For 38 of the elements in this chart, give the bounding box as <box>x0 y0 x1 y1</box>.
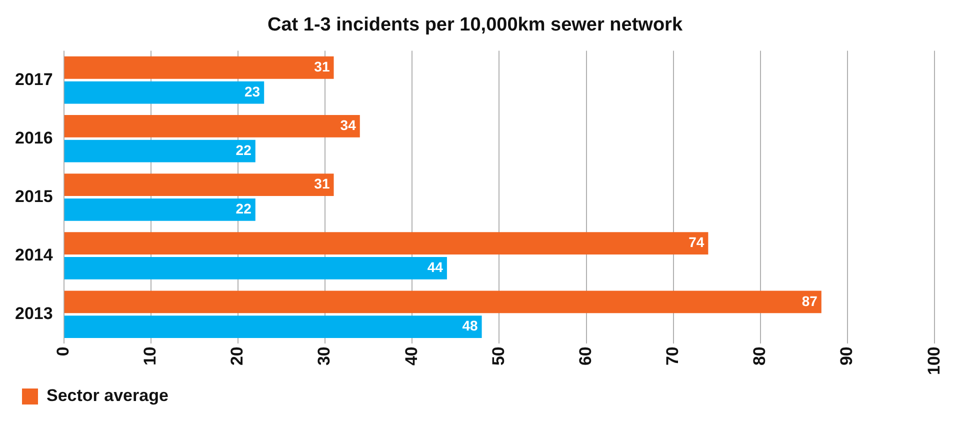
x-tick-label: 60 <box>576 346 595 366</box>
bar <box>64 316 482 338</box>
x-tick-label: 40 <box>402 346 421 366</box>
x-tick-label: 0 <box>54 346 73 356</box>
x-tick-label: 100 <box>924 346 944 376</box>
data-label: 22 <box>236 142 252 158</box>
bar <box>64 257 447 280</box>
x-tick-label: 30 <box>314 346 334 366</box>
chart-title: Cat 1-3 incidents per 10,000km sewer network <box>267 14 683 36</box>
x-tick-label: 90 <box>837 346 856 366</box>
x-tick-label: 50 <box>488 346 508 366</box>
bar <box>64 115 360 138</box>
bar <box>64 81 264 104</box>
data-label: 31 <box>314 58 330 74</box>
legend-label: Sector average <box>46 386 168 406</box>
bar <box>64 198 256 221</box>
x-tick-label: 80 <box>750 346 770 366</box>
x-tick-label: 20 <box>228 346 247 366</box>
bar <box>64 290 822 314</box>
data-label: 44 <box>427 259 444 276</box>
data-label: 31 <box>314 176 330 192</box>
y-tick-label: 2017 <box>14 70 53 89</box>
y-tick-label: 2015 <box>14 186 53 206</box>
x-tick-label: 10 <box>140 346 160 366</box>
bar <box>64 232 708 255</box>
x-tick-label: 70 <box>663 346 682 366</box>
bar <box>64 174 334 196</box>
data-label: 22 <box>236 200 252 217</box>
data-label: 34 <box>340 117 356 134</box>
y-tick-label: 2016 <box>14 128 53 148</box>
bar <box>64 56 334 79</box>
data-label: 74 <box>688 234 704 250</box>
bar <box>64 140 256 162</box>
data-label: 23 <box>244 83 260 100</box>
y-tick-label: 2013 <box>14 304 53 324</box>
y-tick-label: 2014 <box>14 245 54 264</box>
data-label: 48 <box>462 318 478 334</box>
data-label: 87 <box>802 292 818 309</box>
